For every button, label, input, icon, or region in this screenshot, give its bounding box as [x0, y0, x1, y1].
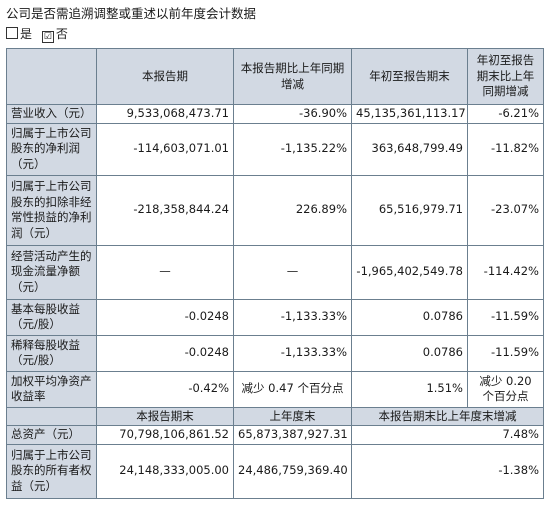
table-cell: -114,603,071.01: [96, 122, 234, 176]
table-cell: -11.59%: [467, 298, 544, 336]
restatement-options: 是 ☑ 否: [6, 25, 74, 43]
checkbox-icon: [6, 27, 18, 39]
row-label: 经营活动产生的现金流量净额（元）: [6, 244, 97, 300]
table-cell: -36.90%: [233, 104, 352, 124]
table-row: 归属于上市公司股东的所有者权益（元） 24,148,333,005.00 24,…: [6, 443, 544, 499]
option-no[interactable]: ☑ 否: [41, 27, 68, 43]
table-cell: 9,533,068,473.71: [96, 104, 234, 124]
row-label: 营业收入（元）: [6, 104, 97, 124]
table-row: 基本每股收益（元/股） -0.0248 -1,133.33% 0.0786 -1…: [6, 298, 544, 336]
table-cell: 减少 0.20 个百分点: [467, 370, 544, 408]
table-cell: -11.82%: [467, 122, 544, 176]
table-cell: 24,486,759,369.40: [233, 443, 352, 499]
table-cell: 45,135,361,113.17: [351, 104, 468, 124]
table-row: 总资产（元） 70,798,106,861.52 65,873,387,927.…: [6, 425, 544, 445]
header-cell: 本报告期比上年同期增减: [233, 48, 352, 105]
table-cell: 24,148,333,005.00: [96, 443, 234, 499]
option-no-label: 否: [55, 27, 68, 41]
header-cell: [6, 48, 97, 105]
table-cell: -0.0248: [96, 334, 234, 372]
header-cell: 上年度末: [233, 406, 352, 426]
row-label: 归属于上市公司股东的扣除非经常性损益的净利润（元）: [6, 174, 97, 246]
table-cell: 65,873,387,927.31: [233, 425, 352, 445]
table-cell: -1,133.33%: [233, 298, 352, 336]
table-cell: 226.89%: [233, 174, 352, 246]
checkbox-checked-icon: ☑: [41, 31, 54, 43]
table-cell: -114.42%: [467, 244, 544, 300]
table-cell: -11.59%: [467, 334, 544, 372]
table-cell: 0.0786: [351, 334, 468, 372]
table-cell: 363,648,799.49: [351, 122, 468, 176]
table-row: 稀释每股收益（元/股） -0.0248 -1,133.33% 0.0786 -1…: [6, 334, 544, 372]
header-cell: [6, 406, 97, 426]
table-row: 归属于上市公司股东的扣除非经常性损益的净利润（元） -218,358,844.2…: [6, 174, 544, 246]
table-cell: -0.0248: [96, 298, 234, 336]
option-yes-label: 是: [20, 27, 33, 41]
table-header-row: 本报告期 本报告期比上年同期增减 年初至报告期末 年初至报告期末比上年同期增减: [6, 48, 544, 105]
header-cell: 年初至报告期末比上年同期增减: [467, 48, 544, 105]
table-cell: 7.48%: [351, 425, 544, 445]
question-text: 公司是否需追溯调整或重述以前年度会计数据: [6, 6, 257, 21]
table-cell: -1,965,402,549.78: [351, 244, 468, 300]
table-cell: 0.0786: [351, 298, 468, 336]
header-cell: 本报告期末: [96, 406, 234, 426]
row-label: 加权平均净资产收益率: [6, 370, 97, 408]
table-cell: -218,358,844.24: [96, 174, 234, 246]
table-cell: -6.21%: [467, 104, 544, 124]
table-cell: -0.42%: [96, 370, 234, 408]
table-subheader-row: 本报告期末 上年度末 本报告期末比上年度末增减: [6, 406, 544, 426]
table-cell: -1,133.33%: [233, 334, 352, 372]
header-cell: 本报告期末比上年度末增减: [351, 406, 544, 426]
table-cell: 减少 0.47 个百分点: [233, 370, 352, 408]
table-cell: -1.38%: [351, 443, 544, 499]
row-label: 归属于上市公司股东的所有者权益（元）: [6, 443, 97, 499]
table-cell: -1,135.22%: [233, 122, 352, 176]
table-cell: 70,798,106,861.52: [96, 425, 234, 445]
financial-data-table: 本报告期 本报告期比上年同期增减 年初至报告期末 年初至报告期末比上年同期增减 …: [6, 48, 544, 499]
row-label: 基本每股收益（元/股）: [6, 298, 97, 336]
row-label: 稀释每股收益（元/股）: [6, 334, 97, 372]
header-cell: 年初至报告期末: [351, 48, 468, 105]
option-yes[interactable]: 是: [6, 27, 32, 41]
row-label: 归属于上市公司股东的净利润（元）: [6, 122, 97, 176]
table-cell: 65,516,979.71: [351, 174, 468, 246]
table-row: 归属于上市公司股东的净利润（元） -114,603,071.01 -1,135.…: [6, 122, 544, 176]
table-row: 经营活动产生的现金流量净额（元） — — -1,965,402,549.78 -…: [6, 244, 544, 300]
table-cell: —: [96, 244, 234, 300]
row-label: 总资产（元）: [6, 425, 97, 445]
table-cell: —: [233, 244, 352, 300]
header-cell: 本报告期: [96, 48, 234, 105]
table-cell: 1.51%: [351, 370, 468, 408]
table-row: 加权平均净资产收益率 -0.42% 减少 0.47 个百分点 1.51% 减少 …: [6, 370, 544, 408]
table-row: 营业收入（元） 9,533,068,473.71 -36.90% 45,135,…: [6, 104, 544, 124]
table-cell: -23.07%: [467, 174, 544, 246]
